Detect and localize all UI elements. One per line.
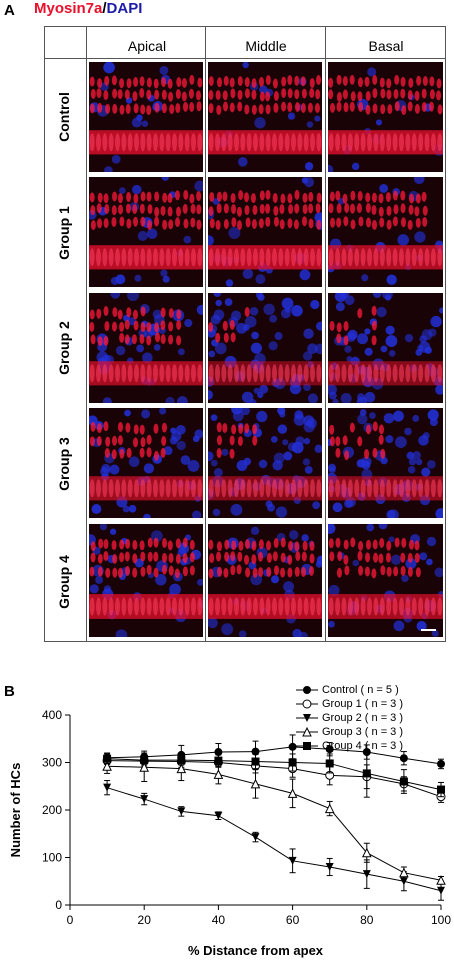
micrograph-4-2 <box>328 524 443 637</box>
x-tick-label: 20 <box>138 913 152 927</box>
data-point <box>103 783 112 792</box>
micrograph-1-2 <box>328 177 443 287</box>
data-point <box>214 811 223 820</box>
chart-legend: Control ( n = 5 ) Group 1 ( n = 3 ) Grou… <box>296 683 403 753</box>
data-point <box>250 778 261 789</box>
y-tick-label: 100 <box>42 851 62 865</box>
data-point <box>325 863 334 871</box>
y-tick-label: 0 <box>55 898 62 912</box>
title-dapi: DAPI <box>106 0 143 17</box>
data-point <box>437 759 445 768</box>
title-myosin7a: Myosin7a <box>34 0 103 17</box>
micrograph-4-0 <box>89 524 203 637</box>
data-point <box>399 777 408 786</box>
micrograph-3-1 <box>208 408 322 518</box>
x-tick-label: 60 <box>286 913 300 927</box>
data-point <box>399 754 408 763</box>
grid-line <box>325 26 326 642</box>
column-header-apical: Apical <box>127 38 167 54</box>
y-tick-label: 400 <box>42 708 62 722</box>
data-point <box>177 756 186 765</box>
micrograph-2-0 <box>89 293 203 403</box>
scale-bar <box>421 629 436 631</box>
data-point <box>288 856 297 865</box>
data-point <box>140 795 149 804</box>
figure-title: Myosin7a/DAPI <box>34 0 142 17</box>
data-point <box>324 803 335 814</box>
grid-line <box>44 58 446 59</box>
micrograph-0-0 <box>89 62 203 172</box>
data-point <box>399 877 408 886</box>
grid-line <box>86 26 87 642</box>
micrograph-0-1 <box>208 62 322 172</box>
data-point <box>325 745 334 754</box>
micrograph-4-1 <box>208 524 322 637</box>
data-point <box>287 788 298 798</box>
data-point <box>139 762 150 772</box>
micrograph-2-2 <box>328 293 443 403</box>
series-line-4 <box>107 758 442 791</box>
series-line-0 <box>107 746 442 765</box>
row-header-group-4: Group 4 <box>56 554 73 609</box>
row-header-group-3: Group 3 <box>56 436 73 491</box>
data-point <box>103 754 112 763</box>
column-header-basal: Basal <box>368 38 404 54</box>
row-header-group-2: Group 2 <box>56 321 73 375</box>
x-tick-label: 40 <box>212 913 226 927</box>
data-point <box>102 761 112 771</box>
y-axis-label: Number of HCs <box>8 763 23 858</box>
data-point <box>325 759 334 768</box>
panel-b-letter: B <box>4 683 15 700</box>
data-point <box>140 756 149 765</box>
data-point <box>214 748 223 757</box>
legend-item: Group 1 ( n = 3 ) <box>296 697 403 711</box>
x-tick-label: 0 <box>67 913 74 927</box>
data-point <box>437 785 445 794</box>
data-point <box>214 756 223 765</box>
micrograph-3-2 <box>328 408 443 518</box>
data-point <box>437 886 445 895</box>
row-header-group-1: Group 1 <box>56 205 73 260</box>
data-point <box>288 758 297 767</box>
panel-a-grid <box>44 26 446 642</box>
y-tick-label: 300 <box>42 756 62 770</box>
row-header-control: Control <box>56 92 73 142</box>
title-separator: / <box>102 0 107 17</box>
x-tick-label: 80 <box>360 913 374 927</box>
y-tick-label: 200 <box>42 803 62 817</box>
legend-item: Control ( n = 5 ) <box>296 683 403 697</box>
x-axis-label: % Distance from apex <box>188 943 324 958</box>
column-header-middle: Middle <box>245 38 287 54</box>
data-point <box>361 847 372 858</box>
data-point <box>177 807 186 816</box>
data-point <box>288 742 297 751</box>
data-point <box>362 769 371 778</box>
data-point <box>362 870 371 879</box>
micrograph-0-2 <box>328 62 443 172</box>
legend-item: Group 4 ( n = 3 ) <box>296 739 403 753</box>
data-point <box>436 875 446 885</box>
micrograph-1-0 <box>89 177 203 287</box>
legend-item: Group 3 ( n = 3 ) <box>296 725 403 739</box>
legend-item: Group 2 ( n = 3 ) <box>296 711 403 725</box>
micrograph-1-1 <box>208 177 322 287</box>
data-point <box>251 747 260 756</box>
series-line-1 <box>107 760 442 798</box>
data-point <box>399 867 409 878</box>
series-line-3 <box>107 765 442 881</box>
micrograph-3-0 <box>89 408 203 518</box>
x-tick-label: 100 <box>431 913 451 927</box>
data-point <box>251 757 260 766</box>
grid-line <box>205 26 206 642</box>
data-point <box>213 769 224 779</box>
series-line-2 <box>106 787 442 892</box>
hair-cell-count-chart: 0 100 200 300 400 0 20 40 60 80 100 % Distance from… <box>8 708 451 958</box>
data-point <box>176 763 187 774</box>
micrograph-2-1 <box>208 293 322 403</box>
panel-a-letter: A <box>4 2 15 19</box>
data-point <box>251 833 260 842</box>
